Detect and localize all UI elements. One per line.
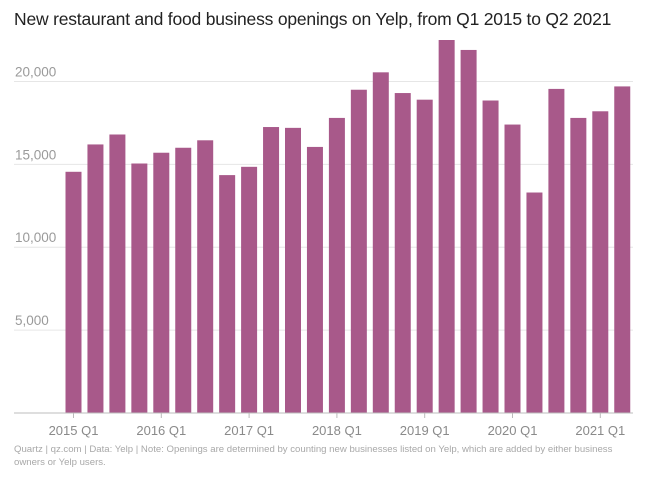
y-tick-label: 10,000 [15,230,56,245]
bar-2018-q4 [394,93,411,413]
bar-2020-q3 [548,88,565,413]
bar-2020-q4 [570,117,587,413]
bar-2016-q3 [197,140,214,413]
bar-2019-q2 [438,40,455,413]
bar-2018-q2 [350,89,367,413]
x-tick-label: 2021 Q1 [575,423,625,438]
bar-2016-q4 [219,175,236,413]
bar-2019-q1 [416,99,433,414]
bar-2015-q2 [87,144,104,413]
bar-2016-q2 [175,147,192,413]
bar-2019-q3 [460,49,477,414]
bar-2021-q1 [592,111,609,413]
bar-2017-q2 [263,127,280,414]
chart-title: New restaurant and food business opening… [14,9,612,29]
bar-2021-q2 [614,86,631,413]
y-axis-ticks: 5,000 10,000 15,000 20,000 [15,64,56,328]
source-note: Quartz | qz.com | Data: Yelp | Note: Ope… [14,444,613,468]
bar-2018-q3 [372,72,389,414]
bar-2017-q4 [306,146,323,413]
bar-2015-q4 [131,163,148,413]
bar-2020-q1 [504,124,521,414]
x-tick-label: 2015 Q1 [49,423,99,438]
y-tick-label: 5,000 [15,313,49,328]
bar-2017-q3 [285,127,301,414]
bar-2015-q3 [109,134,126,413]
x-tick-label: 2016 Q1 [136,423,186,438]
x-axis-ticks: 2015 Q1 2016 Q1 2017 Q1 2018 Q1 2019 Q1 2020 … [49,413,625,438]
bar-2018-q1 [328,117,345,413]
x-tick-label: 2017 Q1 [224,423,274,438]
bar-2017-q1 [241,166,258,413]
bar-2015-q1 [65,171,82,413]
x-tick-label: 2019 Q1 [400,423,450,438]
y-tick-label: 15,000 [15,147,56,162]
y-tick-label: 20,000 [15,64,56,79]
bars [65,40,631,414]
bar-2016-q1 [153,152,170,413]
bar-2020-q2 [526,192,543,413]
bar-2019-q4 [482,100,499,414]
x-tick-label: 2018 Q1 [312,423,362,438]
x-tick-label: 2020 Q1 [488,423,538,438]
